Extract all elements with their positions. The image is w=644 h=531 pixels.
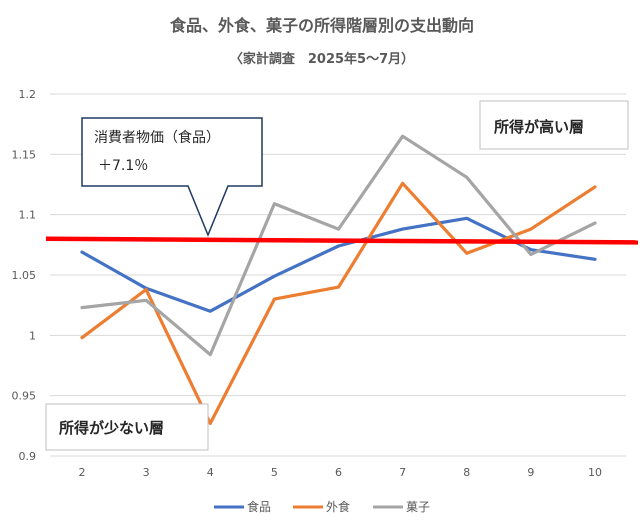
series-line-1 bbox=[80, 216, 597, 313]
low-income-label-box: 所得が少ない層 bbox=[45, 403, 209, 451]
series-line-3 bbox=[80, 134, 597, 357]
chart-subtitle: 〈家計調査 2025年5～7月） bbox=[230, 51, 414, 67]
y-axis-ticks: 0.9 0.95 1 1.05 1.1 1.15 1.2 bbox=[12, 88, 37, 463]
high-income-label: 所得が高い層 bbox=[494, 118, 584, 136]
y-tick-label: 1.15 bbox=[12, 148, 37, 161]
legend-label: 外食 bbox=[326, 499, 350, 514]
x-tick-label: 5 bbox=[271, 466, 278, 479]
high-income-label-box: 所得が高い層 bbox=[479, 100, 629, 150]
x-tick-label: 6 bbox=[335, 466, 342, 479]
x-tick-label: 7 bbox=[399, 466, 406, 479]
y-tick-label: 0.95 bbox=[12, 390, 37, 403]
cpi-reference-line bbox=[45, 236, 639, 245]
series-line-2 bbox=[80, 181, 597, 425]
x-axis-ticks: 2 3 4 5 6 7 8 9 10 bbox=[79, 466, 603, 479]
x-tick-label: 10 bbox=[588, 466, 602, 479]
legend-label: 菓子 bbox=[406, 500, 430, 514]
y-tick-label: 0.9 bbox=[19, 450, 37, 463]
cpi-callout: 消費者物価（食品） ＋7.1％ bbox=[81, 117, 263, 237]
x-tick-label: 9 bbox=[527, 466, 534, 479]
series-lines bbox=[80, 134, 597, 425]
y-tick-label: 1 bbox=[29, 329, 36, 342]
legend: 食品 外食 菓子 bbox=[214, 499, 430, 514]
legend-label: 食品 bbox=[247, 499, 271, 514]
callout-text-line1: 消費者物価（食品） bbox=[94, 129, 220, 146]
y-tick-label: 1.2 bbox=[19, 88, 37, 101]
y-tick-label: 1.05 bbox=[12, 269, 37, 282]
x-tick-label: 2 bbox=[79, 466, 86, 479]
low-income-label: 所得が少ない層 bbox=[59, 419, 164, 437]
callout-box bbox=[81, 117, 263, 237]
low-income-rect bbox=[45, 403, 209, 451]
chart-title: 食品、外食、菓子の所得階層別の支出動向 bbox=[169, 16, 474, 35]
x-tick-label: 8 bbox=[463, 466, 470, 479]
x-tick-label: 3 bbox=[143, 466, 150, 479]
y-tick-label: 1.1 bbox=[19, 209, 37, 222]
callout-text-line2: ＋7.1％ bbox=[98, 158, 148, 174]
reference-line-group bbox=[45, 236, 639, 245]
x-tick-label: 4 bbox=[207, 466, 214, 479]
high-income-rect bbox=[479, 100, 629, 150]
